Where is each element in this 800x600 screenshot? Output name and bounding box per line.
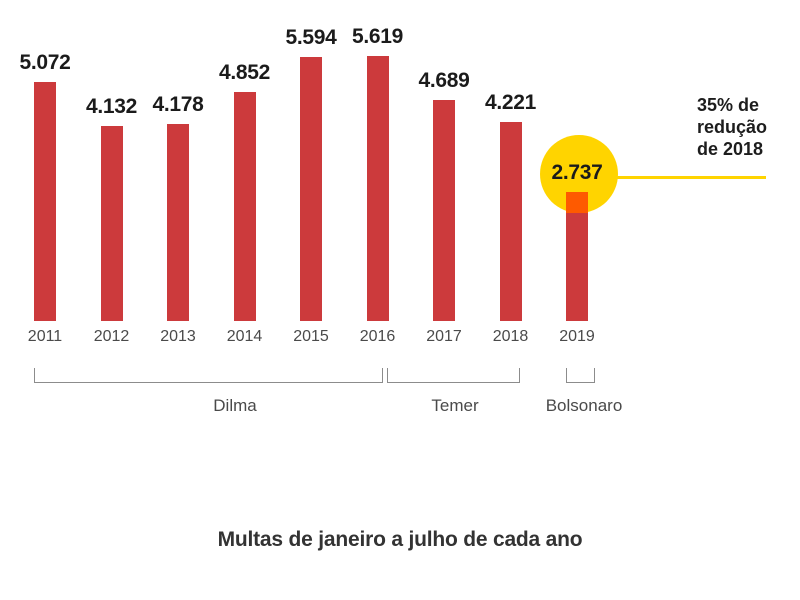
president-label-bolsonaro: Bolsonaro bbox=[545, 396, 623, 415]
year-label-2011: 2011 bbox=[27, 328, 63, 345]
annotation-line-1: 35% de bbox=[697, 95, 760, 115]
year-label-2013: 2013 bbox=[160, 328, 196, 345]
connector-line bbox=[617, 176, 766, 179]
year-label-2014: 2014 bbox=[226, 328, 263, 345]
year-label-2018: 2018 bbox=[492, 328, 529, 345]
bar-2017 bbox=[433, 99, 455, 321]
value-label-2012: 4.132 bbox=[85, 95, 138, 119]
bar-2016 bbox=[366, 55, 389, 321]
value-label-2017: 4.689 bbox=[418, 68, 470, 92]
president-label-temer: Temer bbox=[431, 396, 479, 415]
value-label-2013: 4.178 bbox=[152, 92, 204, 116]
bar-2011 bbox=[34, 81, 56, 321]
value-label-2011: 5.072 bbox=[19, 50, 71, 74]
president-label-dilma: Dilma bbox=[213, 396, 257, 415]
value-label-2015: 5.594 bbox=[285, 26, 337, 50]
bar-2018 bbox=[499, 121, 522, 321]
bracket-temer bbox=[387, 368, 520, 383]
year-label-2012: 2012 bbox=[93, 328, 130, 345]
year-label-2019: 2019 bbox=[559, 328, 595, 345]
value-label-2019: 2.737 bbox=[551, 160, 603, 184]
bar-2019 bbox=[566, 191, 588, 321]
annotation-reduction: 35% de redução de 2018 bbox=[697, 94, 767, 160]
chart-title: Multas de janeiro a julho de cada ano bbox=[217, 528, 583, 551]
bar-2014 bbox=[233, 92, 256, 321]
bar-2013 bbox=[167, 123, 189, 321]
value-label-2016: 5.619 bbox=[351, 24, 404, 48]
year-label-2016: 2016 bbox=[359, 328, 396, 345]
value-label-2018: 4.221 bbox=[484, 90, 537, 114]
bar-2015 bbox=[300, 57, 322, 321]
bracket-bolsonaro bbox=[566, 368, 595, 383]
highlight-cap-2019 bbox=[566, 191, 588, 213]
annotation-line-2: redução bbox=[697, 117, 768, 137]
year-label-2017: 2017 bbox=[426, 328, 462, 345]
year-label-2015: 2015 bbox=[293, 328, 329, 345]
bracket-dilma bbox=[34, 368, 383, 383]
annotation-line-3: de 2018 bbox=[697, 139, 764, 159]
bar-2012 bbox=[100, 126, 123, 321]
value-label-2014: 4.852 bbox=[218, 61, 271, 85]
